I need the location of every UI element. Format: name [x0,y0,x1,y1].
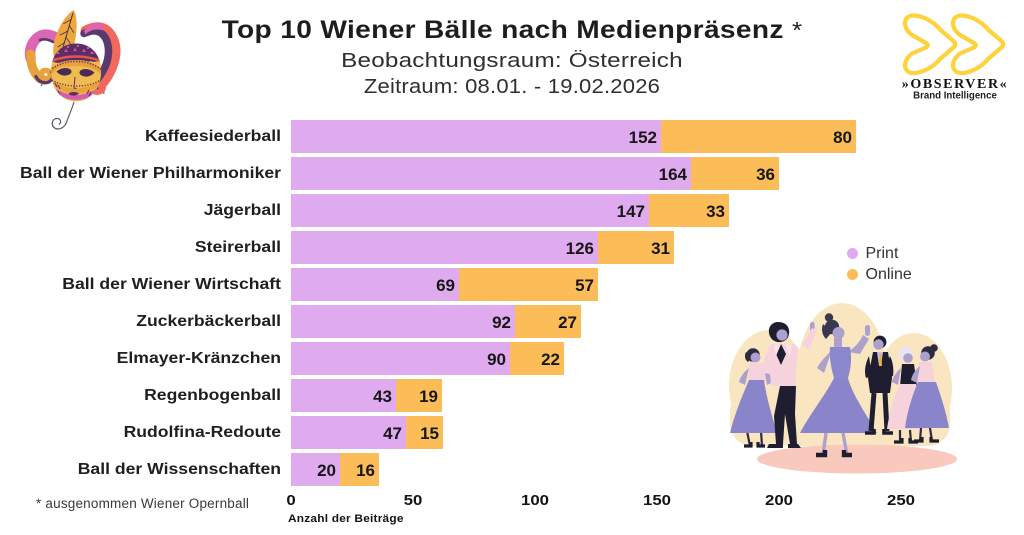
svg-text:»OBSERVER«: »OBSERVER« [902,77,1009,92]
svg-text:Brand Intelligence: Brand Intelligence [913,90,997,101]
